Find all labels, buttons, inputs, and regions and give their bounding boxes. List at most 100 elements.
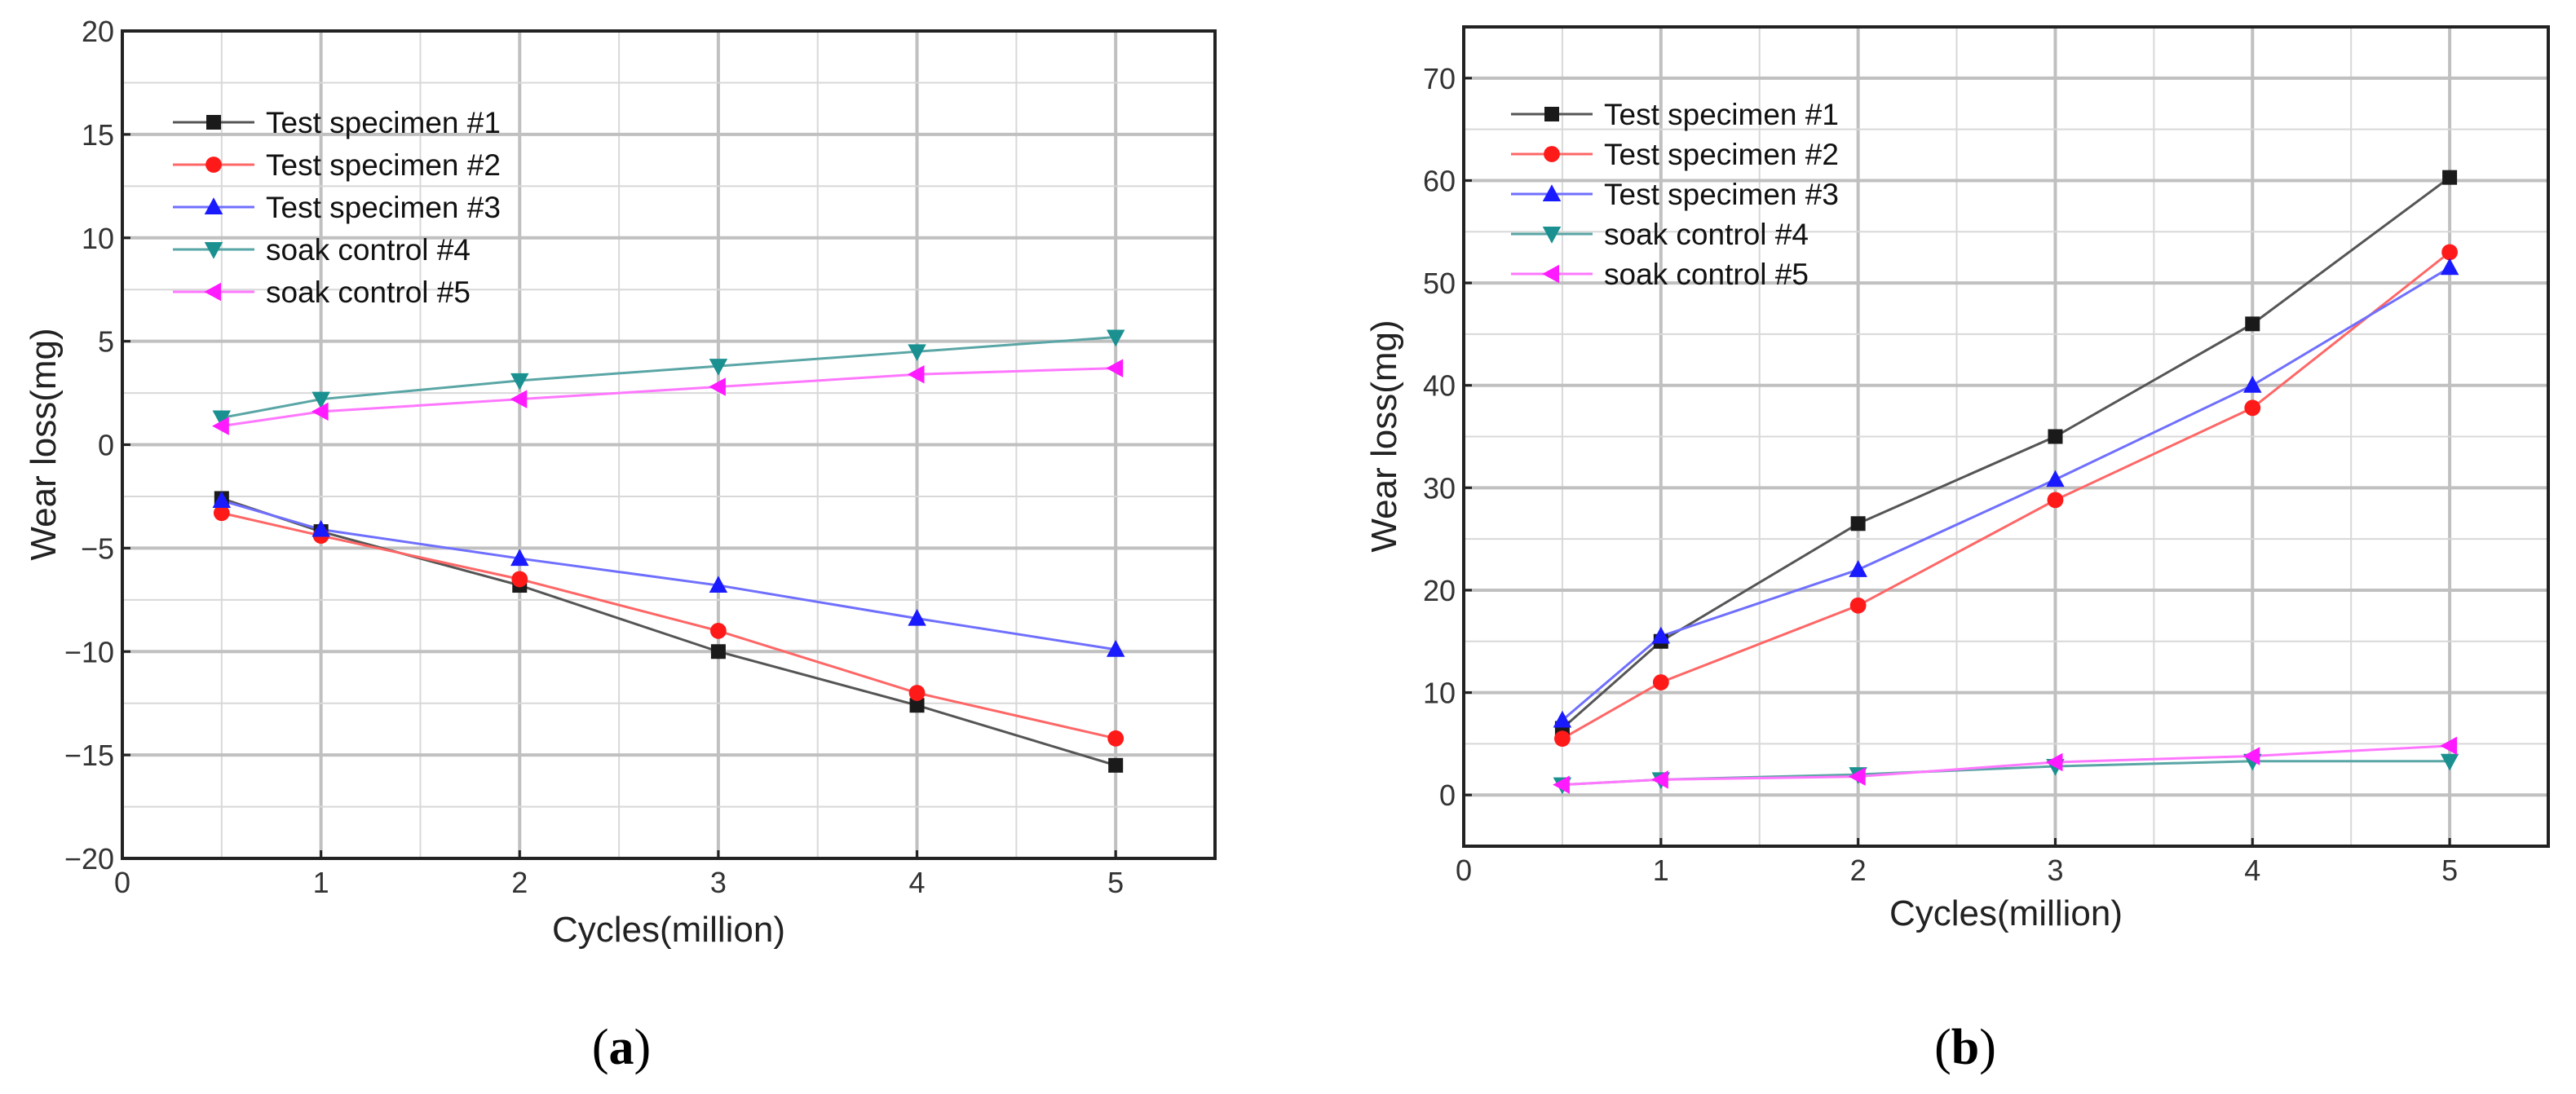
data-point — [2440, 258, 2459, 276]
data-point — [710, 622, 727, 639]
series-line — [221, 497, 1116, 767]
legend-label: Test specimen #3 — [1604, 178, 1839, 211]
data-point — [2245, 316, 2260, 332]
y-tick-label: 40 — [1423, 369, 1456, 403]
data-point — [709, 377, 726, 396]
data-point — [909, 698, 925, 713]
legend-label: Test specimen #2 — [266, 148, 501, 182]
y-tick-label: 0 — [98, 429, 114, 462]
legend-label: soak control #5 — [1604, 258, 1809, 291]
data-point — [213, 505, 230, 522]
legend-marker — [1542, 184, 1562, 201]
legend-marker — [205, 157, 222, 173]
series-line — [221, 499, 1116, 651]
data-point — [1651, 626, 1671, 644]
x-tick-label: 5 — [2441, 854, 2458, 887]
x-tick-label: 0 — [114, 866, 130, 899]
series-line — [1561, 266, 2450, 721]
legend-marker — [1542, 227, 1562, 244]
legend-marker — [204, 197, 223, 214]
y-tick-label: −5 — [81, 532, 114, 565]
data-point — [1553, 775, 1570, 794]
chart-b-caption: (b) — [1934, 1020, 1996, 1075]
y-tick-label: 50 — [1423, 267, 1456, 300]
series-line — [221, 336, 1116, 419]
legend-marker — [1544, 146, 1560, 162]
data-point — [212, 417, 229, 435]
chart-a: 0 1 2 3 4 5 −20 −15 −10 −5 0 5 10 15 20 Test specimen … — [24, 15, 1217, 1075]
chart-b-x-axis-title: Cycles(million) — [1889, 893, 2123, 933]
data-point — [1850, 516, 1866, 532]
x-tick-label: 4 — [2244, 854, 2260, 887]
legend-marker — [204, 242, 223, 259]
data-point — [2046, 470, 2065, 487]
legend-label: soak control #5 — [266, 276, 471, 309]
data-point — [1107, 730, 1125, 747]
chart-b-series — [1553, 170, 2459, 795]
legend-label: Test specimen #2 — [1604, 138, 1839, 171]
data-point — [1652, 674, 1669, 690]
y-tick-label: 70 — [1423, 62, 1456, 95]
chart-a-series — [212, 329, 1125, 773]
data-point — [312, 391, 330, 409]
data-point — [1849, 560, 1867, 577]
series-line — [1562, 251, 2451, 740]
legend-marker — [206, 115, 221, 130]
data-point — [1106, 329, 1125, 347]
x-tick-label: 2 — [1850, 854, 1867, 887]
series-line — [221, 511, 1116, 740]
data-point — [1554, 730, 1571, 747]
x-tick-label: 0 — [1456, 854, 1472, 887]
data-point — [510, 373, 529, 390]
data-point — [709, 359, 728, 376]
legend-label: Test specimen #1 — [266, 106, 501, 139]
y-tick-label: 10 — [1423, 677, 1456, 710]
y-tick-label: −15 — [64, 739, 114, 772]
chart-a-legend: Test specimen #1 Test specimen #2 Test spe… — [173, 106, 501, 309]
x-tick-label: 3 — [710, 866, 727, 899]
data-point — [2048, 429, 2063, 444]
y-tick-label: 0 — [1439, 779, 1456, 812]
x-tick-label: 1 — [313, 866, 329, 899]
chart-b-y-axis-title: Wear loss(mg) — [1364, 320, 1404, 552]
chart-a-caption: (a) — [592, 1020, 651, 1075]
data-point — [1848, 767, 1866, 786]
data-point — [2440, 753, 2459, 771]
chart-a-y-axis-title: Wear loss(mg) — [24, 328, 64, 560]
data-point — [2045, 752, 2063, 772]
y-tick-label: 5 — [98, 325, 114, 359]
data-point — [1553, 710, 1572, 728]
y-tick-label: −20 — [64, 842, 114, 876]
data-point — [312, 519, 330, 537]
x-tick-label: 4 — [909, 866, 926, 899]
x-tick-label: 1 — [1653, 854, 1669, 887]
data-point — [2243, 375, 2262, 393]
x-tick-label: 5 — [1107, 866, 1124, 899]
chart-b-plot-frame — [1462, 25, 2550, 848]
y-tick-label: 10 — [82, 222, 114, 255]
data-point — [1106, 359, 1124, 377]
legend-marker — [1542, 264, 1559, 284]
legend-label: Test specimen #1 — [1604, 98, 1839, 131]
data-point — [1106, 640, 1125, 657]
x-tick-label: 2 — [511, 866, 528, 899]
data-point — [908, 685, 926, 701]
legend-label: soak control #4 — [1604, 218, 1809, 251]
series-line — [1562, 744, 2450, 787]
data-point — [908, 344, 926, 362]
legend-label: soak control #4 — [266, 233, 471, 267]
chart-a-x-axis-title: Cycles(million) — [552, 910, 785, 950]
series-line — [1561, 176, 2450, 730]
data-point — [908, 608, 926, 626]
y-tick-label: 30 — [1423, 471, 1456, 505]
y-tick-label: 20 — [82, 15, 114, 48]
data-point — [2242, 747, 2260, 765]
legend-marker — [1544, 107, 1559, 121]
data-point — [212, 410, 232, 428]
y-tick-label: −10 — [64, 635, 114, 668]
x-tick-label: 3 — [2047, 854, 2063, 887]
data-point — [2047, 492, 2064, 509]
